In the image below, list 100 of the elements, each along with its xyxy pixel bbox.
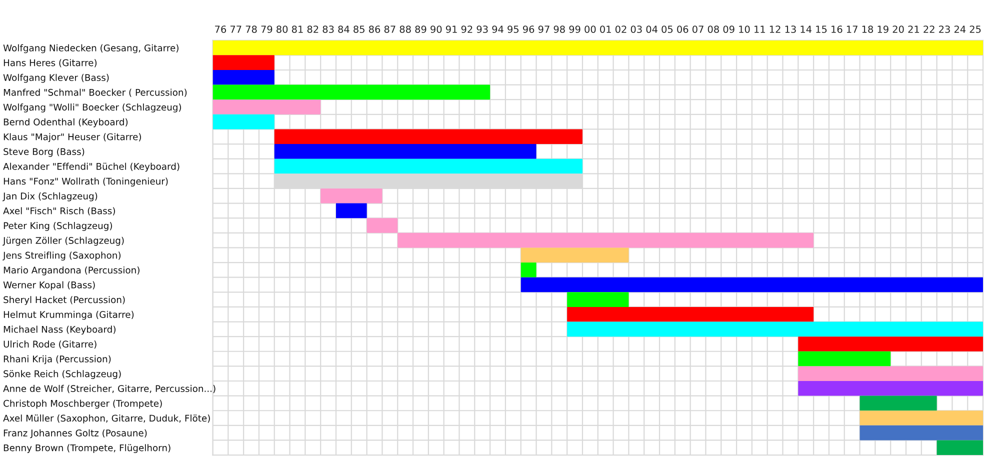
x-tick-label: 15 [816,26,827,33]
x-tick-label: 79 [261,26,272,33]
x-tick-label: 82 [307,26,318,33]
x-tick-label: 08 [708,26,719,33]
x-tick-label: 02 [615,26,626,33]
bar [274,129,582,144]
x-tick-label: 83 [322,26,334,33]
x-tick-label: 23 [939,26,950,33]
bar [798,336,984,352]
y-tick-label: Werner Kopal (Bass) [3,281,95,290]
x-tick-label: 89 [415,26,426,33]
x-tick-label: 77 [230,26,242,33]
y-tick-label: Wolfgang Klever (Bass) [3,74,109,83]
y-tick-label: Anne de Wolf (Streicher, Gitarre, Percussion...) [3,384,216,394]
bar [798,366,984,381]
x-tick-label: 81 [292,26,303,33]
bar [320,188,382,204]
x-tick-label: 92 [461,26,472,33]
y-tick-label: Bernd Odenthal (Keyboard) [4,118,128,128]
x-tick-label: 16 [832,26,842,33]
bar [366,218,398,233]
x-tick-label: 21 [908,26,919,33]
bar [212,100,321,114]
y-tick-label: Benny Brown (Trompete, Flügelhorn) [4,444,170,454]
x-tick-label: 12 [770,26,780,33]
y-tick-label: Jan Dix (Schlagzeug) [2,192,98,202]
bar [860,410,984,426]
x-tick-label: 01 [600,26,611,33]
x-tick-label: 93 [476,26,488,33]
bar [567,322,984,337]
x-tick-label: 13 [785,26,796,33]
bar [860,425,984,440]
x-tick-label: 03 [630,26,642,33]
x-tick-label: 22 [924,26,934,33]
y-tick-label: Sheryl Hacket (Percussion) [4,296,125,305]
bar [860,396,937,411]
y-tick-label: Hans "Fonz" Wollrath (Toningenieur) [4,178,168,186]
x-tick-label: 91 [446,26,457,33]
x-tick-label: 24 [954,26,966,33]
x-tick-label: 76 [215,26,226,33]
x-tick-label: 86 [368,26,380,33]
x-tick-label: 87 [384,26,396,33]
x-tick-label: 99 [569,26,580,33]
bar [212,55,274,70]
x-tick-label: 96 [522,26,534,33]
x-tick-label: 80 [276,26,288,33]
y-tick-label: Helmut Krumminga (Gitarre) [4,310,134,320]
x-tick-label: 94 [492,26,504,33]
x-tick-label: 06 [677,26,688,33]
x-tick-label: 04 [646,26,658,33]
y-tick-label: Klaus "Major" Heuser (Gitarre) [4,133,141,142]
bar [520,248,629,263]
y-tick-label: Ulrich Rode (Gitarre) [4,340,96,349]
x-tick-label: 18 [862,26,874,33]
x-tick-label: 88 [400,26,411,33]
y-tick-label: Mario Argandona (Percussion) [4,266,140,276]
y-tick-label: Christoph Moschberger (Trompete) [4,400,162,409]
x-tick-label: 95 [508,26,518,33]
bar [212,114,274,130]
bar [212,84,490,100]
bar [936,440,984,456]
y-tick-label: Rhani Krija (Percussion) [4,355,111,364]
x-tick-label: 84 [338,26,350,33]
x-tick-label: 14 [800,26,812,33]
x-tick-label: 90 [430,26,442,33]
y-tick-label: Jürgen Zöller (Schlagzeug) [2,236,124,246]
x-tick-label: 97 [538,26,550,33]
y-tick-label: Wolfgang "Wolli" Boecker (Schlagzeug) [3,104,182,112]
x-tick-label: 78 [246,26,257,33]
x-tick-label: 05 [662,26,673,33]
y-tick-label: Hans Heres (Gitarre) [4,59,97,68]
y-tick-label: Axel Müller (Saxophon, Gitarre, Duduk, Flöte) [3,414,210,424]
y-tick-label: Michael Nass (Keyboard) [4,326,116,335]
x-tick-label: 09 [723,26,734,33]
bar [567,292,629,307]
x-tick-label: 85 [354,26,364,33]
y-tick-label: Steve Borg (Bass) [4,148,84,157]
bar [212,70,274,85]
y-tick-label: Manfred "Schmal" Boecker ( Percussion) [4,88,187,97]
x-tick-label: 10 [739,26,750,33]
y-tick-label: Alexander "Effendi" Büchel (Keyboard) [3,162,180,172]
x-tick-label: 25 [970,26,981,33]
y-tick-label: Axel "Fisch" Risch (Bass) [3,207,115,216]
y-tick-label: Jens Streifling (Saxophon) [2,252,120,261]
y-tick-label: Wolfgang Niedecken (Gesang, Gitarre) [3,44,178,54]
x-tick-label: 17 [846,26,858,33]
bar [336,203,367,218]
bar [520,277,984,292]
bar [798,381,984,396]
bar [398,232,814,248]
x-tick-label: 11 [754,26,765,33]
bar [274,158,582,174]
bar [798,351,891,366]
y-tick-label: Franz Johannes Goltz (Posaune) [4,429,147,438]
y-tick-label: Sönke Reich (Schlagzeug) [4,370,121,379]
x-tick-label: 19 [878,26,888,33]
y-tick-label: Peter King (Schlagzeug) [4,222,112,231]
bar [520,262,536,278]
x-tick-label: 98 [554,26,565,33]
x-tick-label: 07 [692,26,704,33]
